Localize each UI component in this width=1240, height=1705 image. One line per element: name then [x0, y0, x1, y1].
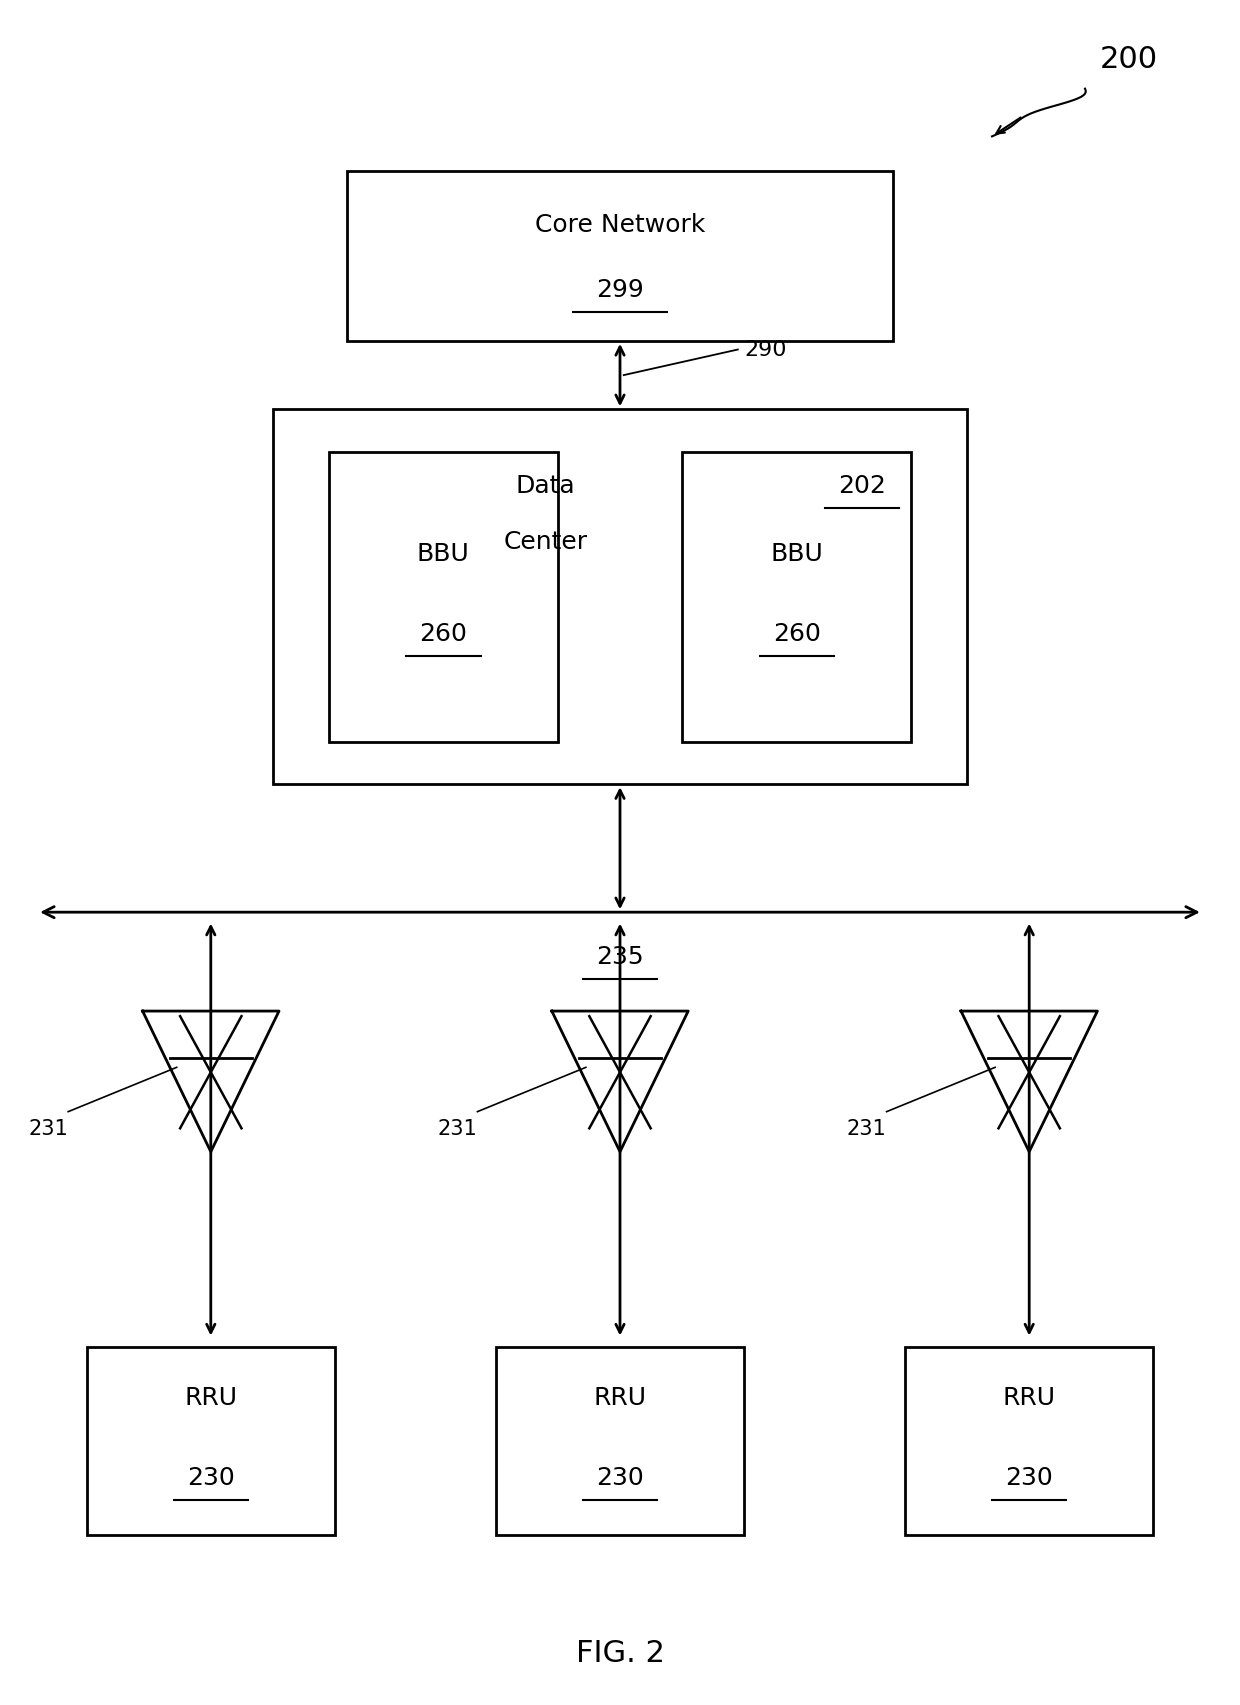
- Text: 299: 299: [596, 278, 644, 302]
- Text: 260: 260: [773, 622, 821, 646]
- Text: Data: Data: [516, 474, 575, 498]
- Text: 230: 230: [1006, 1466, 1053, 1490]
- FancyBboxPatch shape: [273, 409, 967, 784]
- Text: 231: 231: [438, 1118, 477, 1139]
- Text: 235: 235: [596, 945, 644, 968]
- Text: Center: Center: [503, 530, 588, 554]
- FancyBboxPatch shape: [347, 170, 893, 341]
- Text: Core Network: Core Network: [534, 213, 706, 237]
- Text: RRU: RRU: [185, 1386, 237, 1410]
- Text: 200: 200: [1100, 44, 1157, 75]
- Text: 230: 230: [596, 1466, 644, 1490]
- Text: 290: 290: [744, 339, 786, 360]
- FancyBboxPatch shape: [329, 452, 558, 742]
- Text: 260: 260: [419, 622, 467, 646]
- Text: 231: 231: [847, 1118, 887, 1139]
- Text: 231: 231: [29, 1118, 68, 1139]
- Text: FIG. 2: FIG. 2: [575, 1639, 665, 1669]
- FancyBboxPatch shape: [905, 1347, 1153, 1534]
- Text: RRU: RRU: [594, 1386, 646, 1410]
- Text: 230: 230: [187, 1466, 234, 1490]
- Text: RRU: RRU: [1003, 1386, 1055, 1410]
- Text: 202: 202: [838, 474, 885, 498]
- FancyBboxPatch shape: [496, 1347, 744, 1534]
- Text: BBU: BBU: [770, 542, 823, 566]
- FancyBboxPatch shape: [87, 1347, 335, 1534]
- Text: BBU: BBU: [417, 542, 470, 566]
- FancyBboxPatch shape: [682, 452, 911, 742]
